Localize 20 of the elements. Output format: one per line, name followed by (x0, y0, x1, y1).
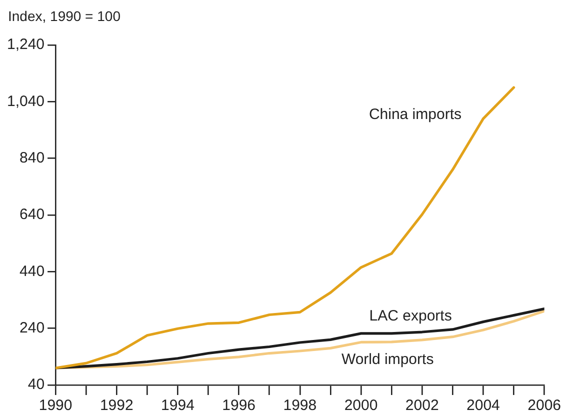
x-tick-label: 1996 (222, 397, 256, 414)
series-label: China imports (368, 106, 462, 123)
x-tick-label: 1998 (283, 397, 317, 414)
y-tick-label: 40 (28, 376, 45, 394)
x-tick-label: 1992 (100, 397, 134, 414)
x-tick-label: 1990 (38, 397, 72, 414)
series-label: LAC exports (369, 308, 452, 325)
y-tick-label: 1,040 (6, 92, 45, 110)
y-tick-label: 640 (20, 206, 45, 224)
y-tick-label: 1,240 (6, 36, 45, 54)
x-tick-label: 2000 (344, 397, 378, 414)
y-axis-title: Index, 1990 = 100 (8, 8, 120, 24)
x-tick-label: 2004 (466, 397, 500, 414)
x-tick-label: 2002 (405, 397, 439, 414)
y-tick-label: 240 (20, 319, 45, 336)
y-tick-label: 840 (20, 149, 45, 166)
x-tick-label: 2006 (528, 397, 562, 414)
series-label: World imports (341, 351, 434, 368)
y-tick-label: 440 (20, 262, 45, 280)
x-tick-label: 1994 (161, 397, 194, 414)
